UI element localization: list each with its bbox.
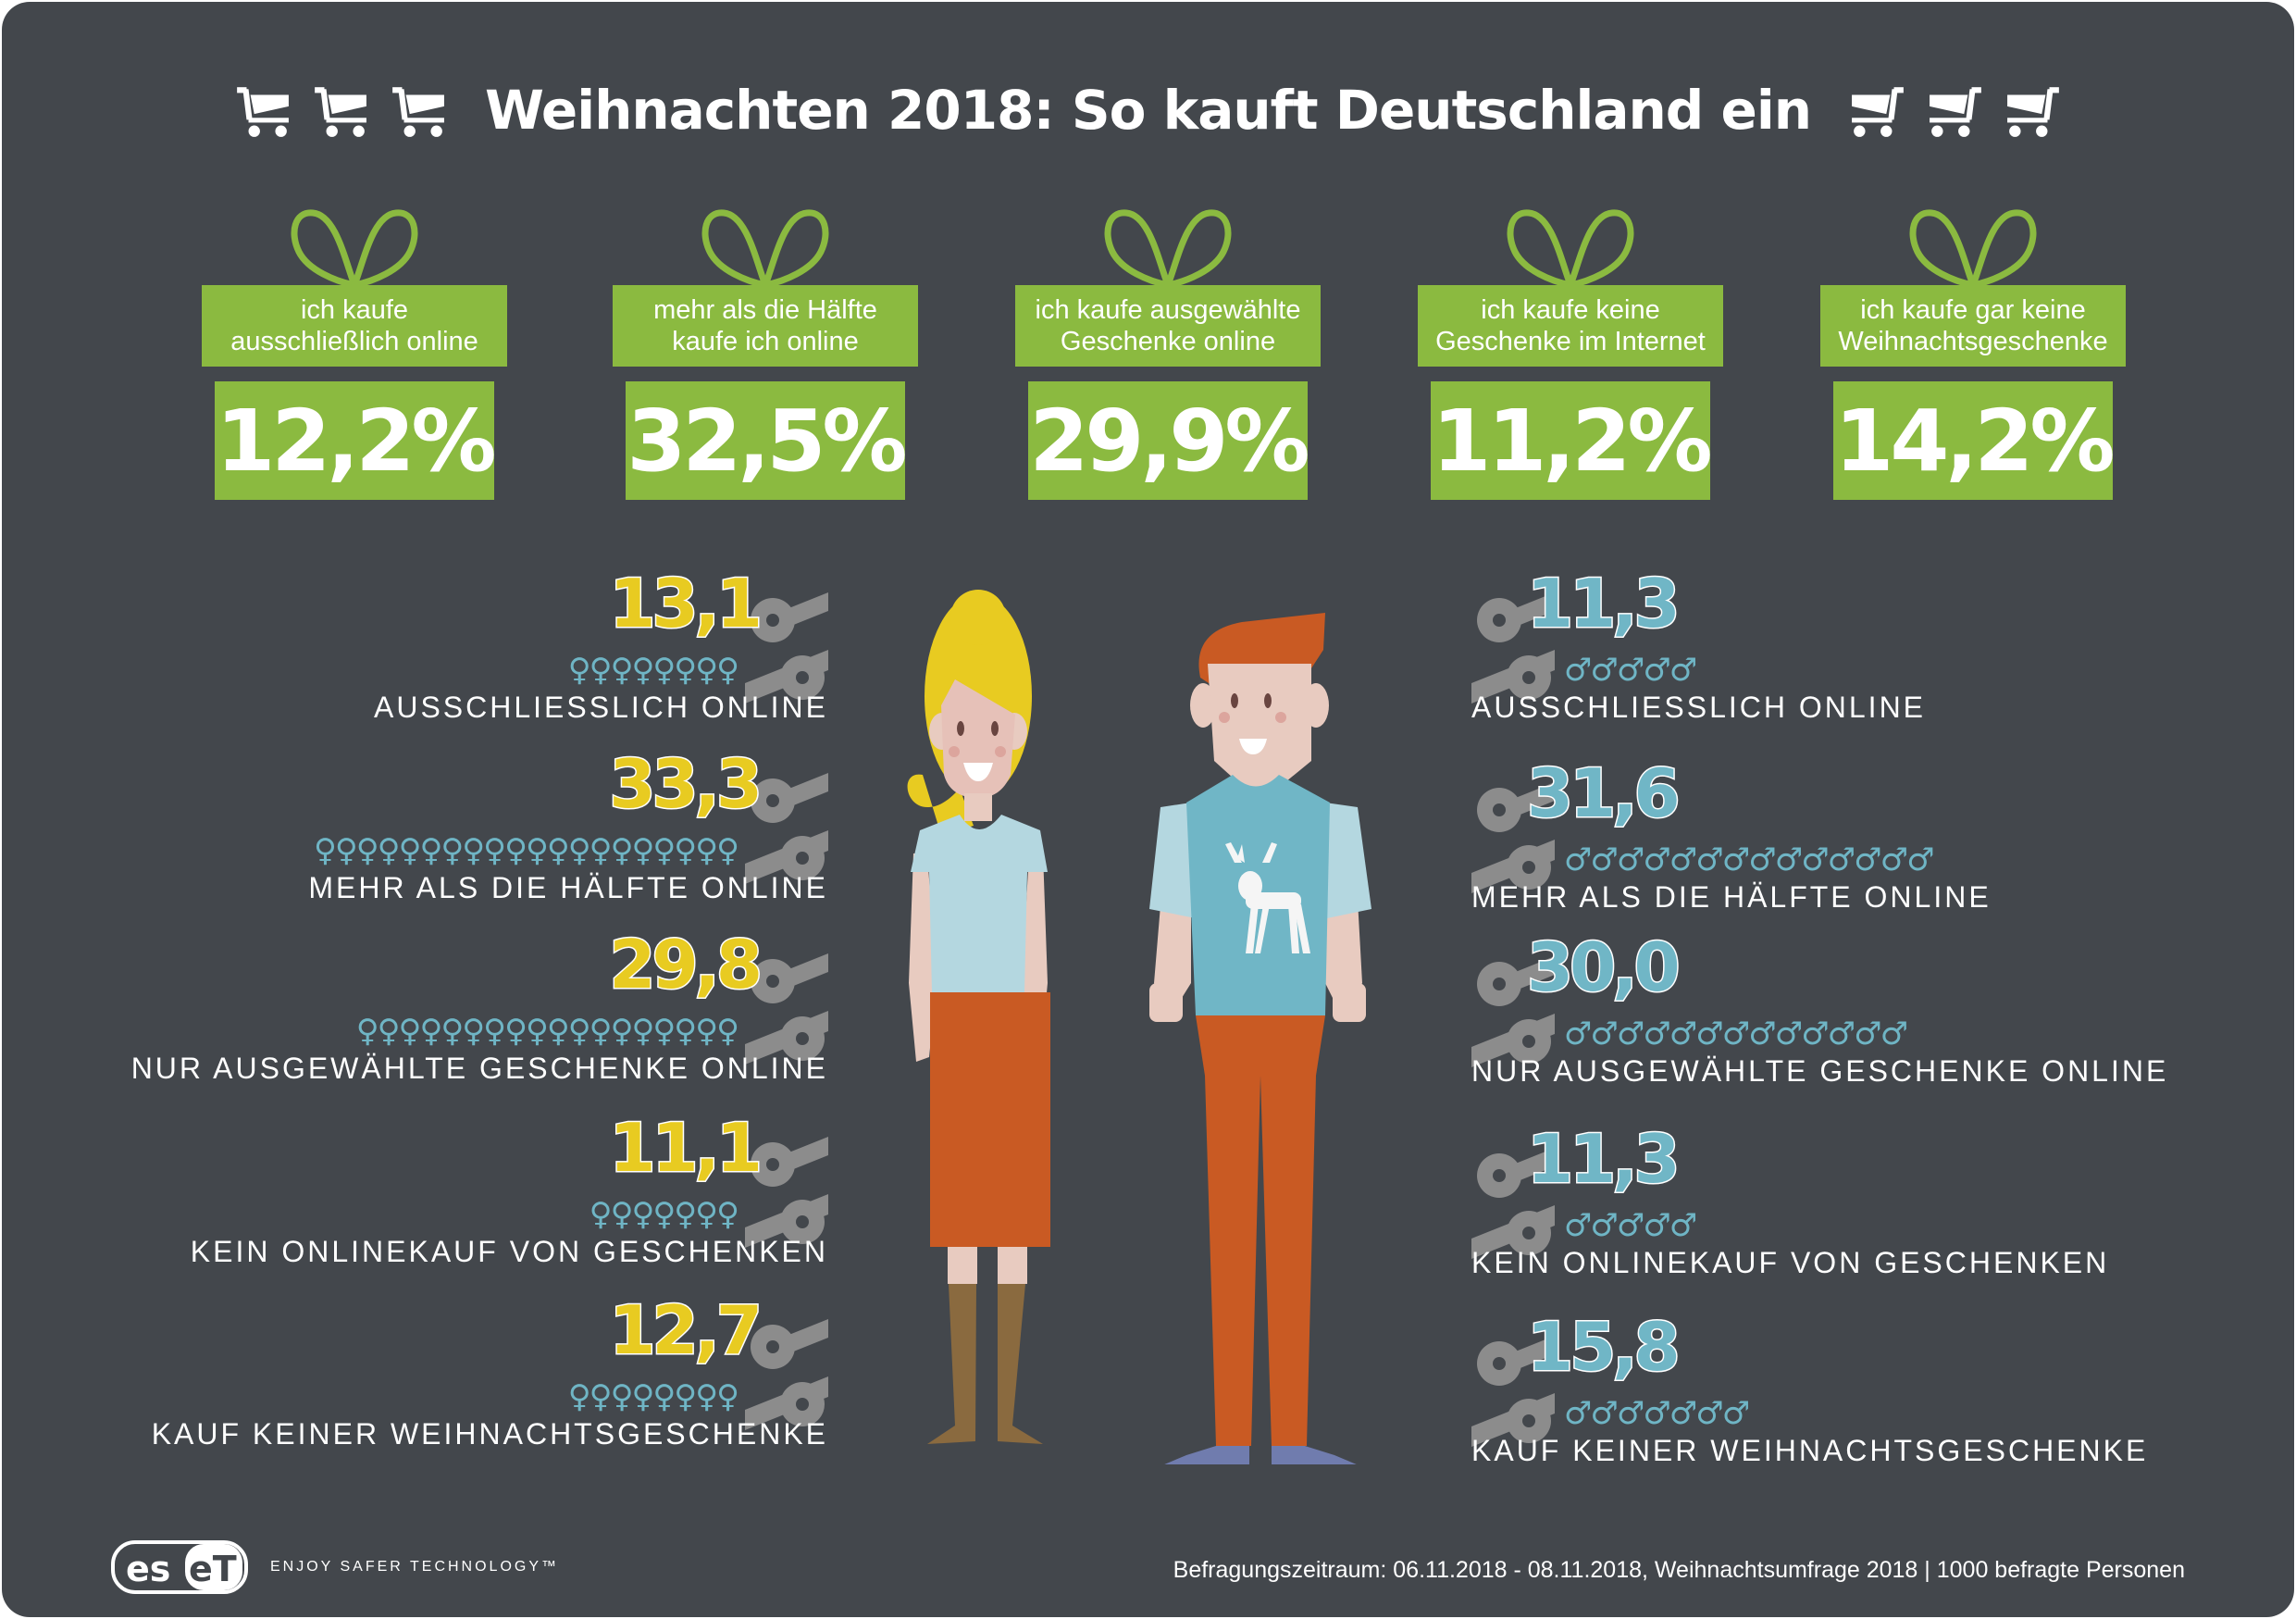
women-result-row: 11,1 ♀♀♀♀♀♀♀ KEIN ONLINEKAUF VON GESCHENKE… bbox=[88, 1109, 828, 1268]
women-result-row: 33,3 ♀♀♀♀♀♀♀♀♀♀♀♀♀♀♀♀♀♀♀♀ MEHR ALS DIE HÄL… bbox=[88, 745, 828, 904]
gift-percentage: 32,5% bbox=[626, 381, 908, 500]
gift-label-line: ausschließlich online bbox=[230, 327, 478, 356]
survey-note: Befragungszeitraum: 06.11.2018 - 08.11.2… bbox=[1173, 1557, 2185, 1583]
deer-icon bbox=[1225, 842, 1310, 953]
gift-label-line: ich kaufe keine bbox=[1481, 295, 1660, 325]
women-result-row: 12,7 ♀♀♀♀♀♀♀♀ KAUF KEINER WEIHNACHTSGESCHE… bbox=[88, 1291, 828, 1451]
gift-label-line: Geschenke im Internet bbox=[1435, 327, 1706, 356]
result-label: MEHR ALS DIE HÄLFTE ONLINE bbox=[1471, 880, 1992, 914]
woman-figure bbox=[907, 590, 1050, 1444]
women-result-row: 29,8 ♀♀♀♀♀♀♀♀♀♀♀♀♀♀♀♀♀♀ NUR AUSGEWÄHLTE GE… bbox=[88, 926, 828, 1085]
cart-icon bbox=[392, 87, 444, 137]
percent-sign-icon bbox=[745, 953, 828, 1065]
result-value: 15,8 bbox=[1526, 1308, 1682, 1386]
result-value: 12,7 bbox=[608, 1291, 764, 1369]
male-symbol-icon-row: ♂♂♂♂♂♂♂♂♂♂♂♂♂ bbox=[1564, 1015, 1908, 1052]
result-label: KEIN ONLINEKAUF VON GESCHENKEN bbox=[1471, 1246, 2110, 1279]
women-result-row: 13,1 ♀♀♀♀♀♀♀♀ AUSSCHLIESSLICH ONLINE bbox=[88, 565, 828, 724]
result-label: NUR AUSGEWÄHLTE GESCHENKE ONLINE bbox=[1471, 1054, 2169, 1088]
svg-text:es: es bbox=[126, 1549, 170, 1589]
result-label: AUSSCHLIESSLICH ONLINE bbox=[373, 691, 828, 724]
gift-bow-icon bbox=[701, 209, 829, 289]
gift-label: mehr als die Hälfte kaufe ich online bbox=[613, 285, 918, 367]
male-symbol-icon-row: ♂♂♂♂♂ bbox=[1564, 1207, 1697, 1244]
result-label: KEIN ONLINEKAUF VON GESCHENKEN bbox=[190, 1235, 828, 1268]
gift-percentage: 12,2% bbox=[215, 381, 497, 500]
men-result-row: 15,8 ♂♂♂♂♂♂♂ KAUF KEINER WEIHNACHTSGESCHEN… bbox=[1471, 1308, 2212, 1467]
result-label: KAUF KEINER WEIHNACHTSGESCHENKE bbox=[151, 1417, 828, 1451]
gift-bow-icon bbox=[1909, 209, 2037, 289]
gift-bow-icon bbox=[1507, 209, 1634, 289]
men-result-row: 30,0 ♂♂♂♂♂♂♂♂♂♂♂♂♂ NUR AUSGEWÄHLTE GESCHEN… bbox=[1471, 928, 2212, 1088]
cart-icon bbox=[237, 87, 289, 137]
result-label: MEHR ALS DIE HÄLFTE ONLINE bbox=[308, 871, 828, 904]
gift-label-line: ich kaufe ausgewählte bbox=[1035, 295, 1301, 325]
header: Weihnachten 2018: So kauft Deutschland e… bbox=[2, 68, 2294, 152]
gift-label-line: ich kaufe gar keine bbox=[1860, 295, 2086, 325]
gift-label-line: ich kaufe bbox=[300, 295, 409, 325]
percent-sign-icon bbox=[1471, 782, 1555, 893]
result-value: 11,1 bbox=[608, 1109, 764, 1187]
result-value: 13,1 bbox=[608, 565, 764, 642]
gift-percentage: 29,9% bbox=[1028, 381, 1310, 500]
percent-sign-icon bbox=[745, 592, 828, 704]
gift-percentage: 11,2% bbox=[1431, 381, 1713, 500]
result-value: 11,3 bbox=[1526, 565, 1682, 642]
tagline: ENJOY SAFER TECHNOLOGY™ bbox=[270, 1559, 560, 1575]
result-value: 11,3 bbox=[1526, 1120, 1682, 1198]
result-label: NUR AUSGEWÄHLTE GESCHENKE ONLINE bbox=[130, 1052, 828, 1085]
result-value: 30,0 bbox=[1526, 928, 1682, 1006]
cart-icon bbox=[1852, 87, 1904, 137]
result-label: KAUF KEINER WEIHNACHTSGESCHENKE bbox=[1471, 1434, 2149, 1467]
male-symbol-icon-row: ♂♂♂♂♂♂♂♂♂♂♂♂♂♂ bbox=[1564, 841, 1935, 878]
men-result-row: 11,3 ♂♂♂♂♂ KEIN ONLINEKAUF VON GESCHENKEN bbox=[1471, 1120, 2212, 1279]
percent-sign-icon bbox=[745, 1137, 828, 1248]
percent-sign-icon bbox=[1471, 592, 1555, 704]
gift-bow-icon bbox=[291, 209, 418, 289]
percent-sign-icon bbox=[745, 773, 828, 884]
cart-icon bbox=[1930, 87, 1981, 137]
men-result-row: 31,6 ♂♂♂♂♂♂♂♂♂♂♂♂♂♂ MEHR ALS DIE HÄLFTE ON… bbox=[1471, 754, 2212, 914]
percent-sign-icon bbox=[1471, 1336, 1555, 1447]
gift-percentage: 14,2% bbox=[1833, 381, 2116, 500]
gift-label: ich kaufe gar keine Weihnachtsgeschenke bbox=[1820, 285, 2126, 367]
gift-label-line: Weihnachtsgeschenke bbox=[1838, 327, 2108, 356]
gift-label-line: kaufe ich online bbox=[672, 327, 859, 356]
gift-bow-icon bbox=[1104, 209, 1232, 289]
male-symbol-icon-row: ♂♂♂♂♂♂♂ bbox=[1564, 1395, 1750, 1432]
eset-logo: es eT ENJOY SAFER TECHNOLOGY™ bbox=[111, 1540, 559, 1594]
female-symbol-icon-row: ♀♀♀♀♀♀♀♀ bbox=[567, 652, 739, 689]
page-title: Weihnachten 2018: So kauft Deutschland e… bbox=[484, 79, 1812, 142]
percent-sign-icon bbox=[745, 1319, 828, 1430]
result-value: 29,8 bbox=[608, 926, 764, 1003]
gift-label-line: Geschenke online bbox=[1060, 327, 1276, 356]
cart-icon bbox=[315, 87, 366, 137]
percent-sign-icon bbox=[1471, 1148, 1555, 1259]
gift-label: ich kaufe ausgewählte Geschenke online bbox=[1015, 285, 1321, 367]
gift-label-line: mehr als die Hälfte bbox=[653, 295, 877, 325]
cart-icon bbox=[2007, 87, 2059, 137]
eset-logo-icon: es eT bbox=[111, 1540, 248, 1594]
result-value: 33,3 bbox=[608, 745, 764, 823]
svg-text:eT: eT bbox=[189, 1549, 237, 1589]
gift-label: ich kaufe keine Geschenke im Internet bbox=[1418, 285, 1723, 367]
female-symbol-icon-row: ♀♀♀♀♀♀♀ bbox=[589, 1196, 739, 1233]
female-symbol-icon-row: ♀♀♀♀♀♀♀♀ bbox=[567, 1378, 739, 1415]
result-value: 31,6 bbox=[1526, 754, 1682, 832]
female-symbol-icon-row: ♀♀♀♀♀♀♀♀♀♀♀♀♀♀♀♀♀♀♀♀ bbox=[313, 832, 739, 869]
gift-label: ich kaufe ausschließlich online bbox=[202, 285, 507, 367]
male-symbol-icon-row: ♂♂♂♂♂ bbox=[1564, 652, 1697, 689]
figures-illustration bbox=[907, 590, 1371, 1464]
percent-sign-icon bbox=[1471, 956, 1555, 1067]
man-figure bbox=[1149, 613, 1371, 1464]
men-result-row: 11,3 ♂♂♂♂♂ AUSSCHLIESSLICH ONLINE bbox=[1471, 565, 2212, 724]
female-symbol-icon-row: ♀♀♀♀♀♀♀♀♀♀♀♀♀♀♀♀♀♀ bbox=[355, 1013, 739, 1050]
result-label: AUSSCHLIESSLICH ONLINE bbox=[1471, 691, 1927, 724]
